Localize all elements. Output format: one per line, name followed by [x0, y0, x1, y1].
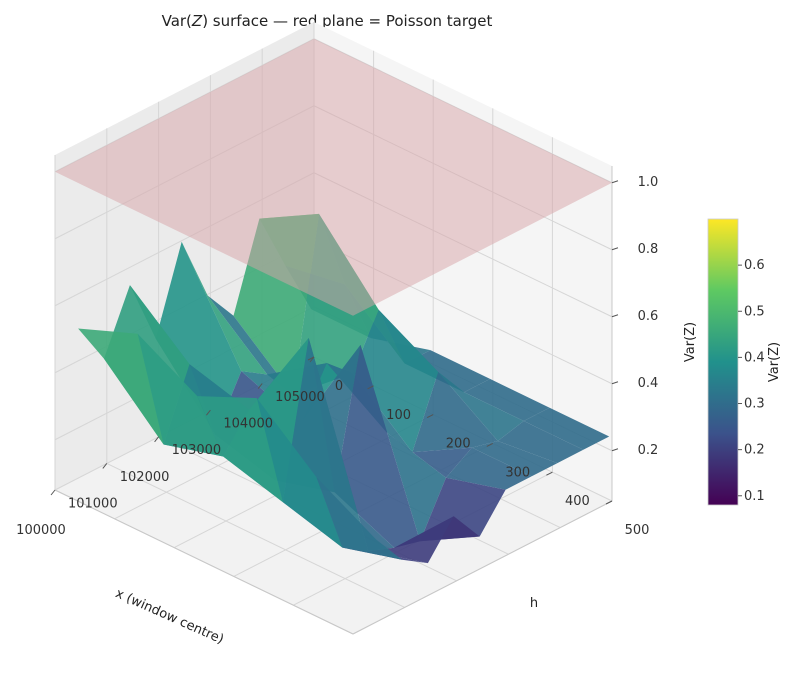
surface-patch [137, 333, 224, 457]
z-tick-mark [611, 247, 619, 251]
x-tick-label: 104000 [223, 417, 273, 432]
z-axis-ticks: 0.2 0.4 0.6 0.8 1.0 [611, 175, 659, 458]
y-axis-label: h [530, 596, 538, 611]
surface-patch [438, 372, 524, 441]
colorbar-tick-label: 0.2 [744, 443, 765, 458]
surface-patch [471, 441, 558, 477]
y-tick-label: 0 [335, 379, 343, 394]
x-tick-label: 105000 [275, 390, 325, 405]
z-tick-label: 0.4 [638, 376, 659, 391]
poisson-plane [55, 38, 612, 316]
surface-patch [412, 372, 498, 453]
x-grid-floor [106, 462, 406, 608]
z-tick-label: 0.8 [638, 242, 659, 257]
z-tick-label: 0.6 [638, 309, 659, 324]
z-tick-label: 0.2 [638, 443, 659, 458]
colorbar-gradient [707, 218, 739, 506]
axis-lines [54, 166, 613, 635]
y-tick-mark [546, 471, 553, 476]
surface-patch [360, 344, 446, 542]
colorbar: 0.1 0.2 0.3 0.4 0.5 0.6 Var(Z) [707, 218, 782, 506]
x-tick-mark [154, 436, 159, 443]
surface-patch [464, 378, 550, 421]
colorbar-tick-label: 0.4 [744, 350, 765, 365]
colorbar-tick-label: 0.6 [744, 258, 765, 273]
z-axis-label: Var(Z) [683, 322, 698, 362]
y-tick-label: 300 [505, 465, 530, 480]
y-tick-mark [307, 356, 315, 361]
chart-title: Var(Z) surface — red plane = Poisson tar… [162, 12, 493, 30]
colorbar-tick-label: 0.5 [744, 304, 765, 319]
surface-patch [316, 477, 402, 560]
colorbar-label: Var(Z) [767, 342, 782, 382]
y-tick-label: 200 [446, 437, 471, 452]
surface-patch [334, 344, 421, 548]
variance-surface [78, 213, 610, 564]
surface-patch [446, 447, 532, 490]
x-tick-label: 100000 [16, 523, 66, 538]
surface-patch [155, 241, 242, 435]
x-tick-label: 103000 [172, 443, 222, 458]
y-tick-mark [486, 442, 494, 447]
y-tick-mark [367, 385, 374, 390]
y-tick-label: 500 [625, 523, 650, 538]
z-grid-left [54, 38, 315, 173]
z-tick-mark [611, 314, 619, 318]
colorbar-tick-label: 0.3 [744, 397, 765, 412]
poisson-target-plane [55, 38, 612, 316]
surface-patch [523, 407, 610, 450]
z-grid-right [313, 38, 613, 184]
x-axis-label: x (window centre) [113, 586, 226, 647]
z-tick-mark [611, 381, 619, 385]
x-tick-mark [50, 489, 56, 496]
y-tick-mark [426, 414, 434, 419]
z-tick-mark [611, 180, 619, 184]
x-tick-mark [206, 409, 211, 416]
surface-patch [78, 328, 164, 445]
y-axis-line [352, 500, 613, 635]
y-tick-mark [605, 500, 613, 505]
surface-patch [197, 396, 283, 503]
surface-patch [256, 398, 343, 548]
surface-patch [497, 421, 584, 464]
x-tick-mark [102, 463, 108, 469]
x-axis-line [54, 489, 354, 635]
z-tick-label: 1.0 [638, 175, 659, 190]
surface-patch [386, 432, 472, 478]
x-tick-label: 102000 [120, 470, 170, 485]
surface-patch [207, 295, 294, 395]
y-axis-ticks: 0 100 200 300 400 500 [307, 356, 650, 538]
surface-patch [352, 309, 439, 453]
x-tick-label: 101000 [68, 496, 118, 511]
y-tick-label: 400 [565, 494, 590, 509]
z-tick-mark [611, 448, 619, 452]
x-tick-mark [257, 383, 263, 389]
y-tick-label: 100 [386, 408, 411, 423]
colorbar-tick-label: 0.1 [744, 489, 765, 504]
